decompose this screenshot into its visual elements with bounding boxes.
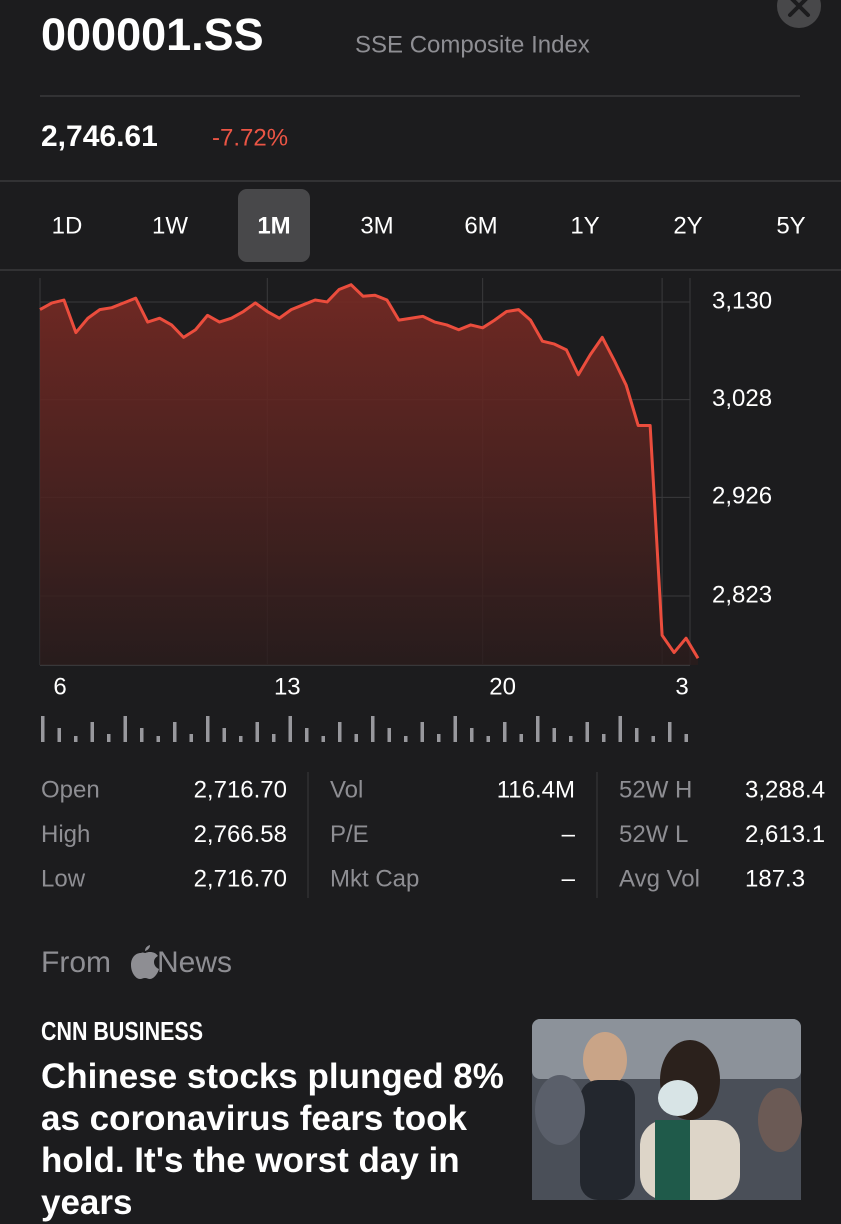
volume-tick: [173, 722, 177, 742]
volume-tick: [371, 716, 375, 742]
volume-tick: [519, 734, 523, 742]
stat-label: 52W H: [619, 776, 692, 803]
news-source: CNN BUSINESS: [41, 1016, 203, 1046]
stat-value: 2,766.58: [194, 821, 287, 848]
volume-tick: [552, 728, 556, 742]
volume-tick: [585, 722, 589, 742]
stat-label: Open: [41, 776, 100, 803]
stat-value: 2,613.1: [745, 821, 825, 848]
volume-tick: [321, 736, 325, 742]
volume-tick: [338, 722, 342, 742]
volume-tick: [437, 734, 441, 742]
volume-tick: [503, 722, 507, 742]
volume-tick: [189, 734, 193, 742]
stat-value: 2,716.70: [194, 865, 287, 892]
stat-value: –: [562, 865, 576, 892]
volume-tick: [140, 728, 144, 742]
volume-tick: [272, 734, 276, 742]
x-tick-label: 3: [675, 673, 688, 700]
volume-tick: [404, 736, 408, 742]
volume-tick: [635, 728, 639, 742]
stat-label: High: [41, 821, 90, 848]
stat-label: Low: [41, 865, 86, 892]
volume-tick: [486, 736, 490, 742]
stat-value: 3,288.4: [745, 776, 825, 803]
volume-tick: [156, 736, 160, 742]
news-image: [532, 1019, 802, 1200]
volume-tick: [57, 728, 61, 742]
stat-label: Mkt Cap: [330, 865, 419, 892]
news-from: From: [41, 946, 111, 979]
symbol: 000001.SS: [41, 9, 264, 60]
stat-label: Avg Vol: [619, 865, 700, 892]
stat-label: P/E: [330, 821, 369, 848]
volume-tick: [651, 736, 655, 742]
price: 2,746.61: [41, 120, 158, 153]
range-tab[interactable]: 1Y: [570, 212, 599, 239]
stat-value: 2,716.70: [194, 776, 287, 803]
y-tick-label: 2,823: [712, 581, 772, 608]
range-tab[interactable]: 5Y: [776, 212, 805, 239]
volume-tick: [305, 728, 309, 742]
index-name: SSE Composite Index: [355, 31, 590, 58]
stat-value: 116.4M: [497, 776, 575, 803]
selected-tab-bg[interactable]: [238, 189, 310, 262]
volume-tick: [239, 736, 243, 742]
range-tab[interactable]: 6M: [464, 212, 497, 239]
volume-tick: [288, 716, 292, 742]
volume-tick: [453, 716, 457, 742]
range-tab[interactable]: 1W: [152, 212, 188, 239]
volume-tick: [618, 716, 622, 742]
stat-label: 52W L: [619, 821, 688, 848]
y-tick-label: 2,926: [712, 483, 772, 510]
y-tick-label: 3,028: [712, 385, 772, 412]
close-button[interactable]: [777, 0, 821, 28]
volume-tick: [470, 728, 474, 742]
volume-tick: [536, 716, 540, 742]
volume-tick: [684, 734, 688, 742]
price-line: [39, 283, 700, 660]
price-area: [40, 284, 698, 665]
volume-tick: [387, 728, 391, 742]
volume-tick: [668, 722, 672, 742]
volume-tick: [107, 734, 111, 742]
volume-tick: [222, 728, 226, 742]
x-tick-label: 13: [274, 673, 301, 700]
y-tick-label: 3,130: [712, 287, 772, 314]
volume-tick: [74, 736, 78, 742]
volume-tick: [569, 736, 573, 742]
volume-tick: [420, 722, 424, 742]
volume-tick: [255, 722, 259, 742]
volume-tick: [206, 716, 210, 742]
range-tab[interactable]: 2Y: [673, 212, 702, 239]
volume-tick: [41, 716, 45, 742]
close-icon[interactable]: [788, 0, 810, 17]
news-headline[interactable]: Chinese stocks plunged 8% as coronavirus…: [41, 1057, 504, 1222]
stat-value: –: [562, 821, 576, 848]
volume-strip: [41, 716, 688, 742]
x-tick-label: 20: [489, 673, 516, 700]
volume-tick: [602, 734, 606, 742]
stat-label: Vol: [330, 776, 363, 803]
change: -7.72%: [212, 124, 288, 151]
news-app: News: [157, 946, 232, 979]
apple-logo: [131, 945, 159, 979]
range-tab[interactable]: 3M: [360, 212, 393, 239]
volume-tick: [123, 716, 127, 742]
volume-tick: [90, 722, 94, 742]
range-tab[interactable]: 1D: [52, 212, 83, 239]
volume-tick: [354, 734, 358, 742]
x-tick-label: 6: [53, 673, 66, 700]
range-tab[interactable]: 1M: [257, 212, 290, 239]
stat-value: 187.3: [745, 865, 805, 892]
